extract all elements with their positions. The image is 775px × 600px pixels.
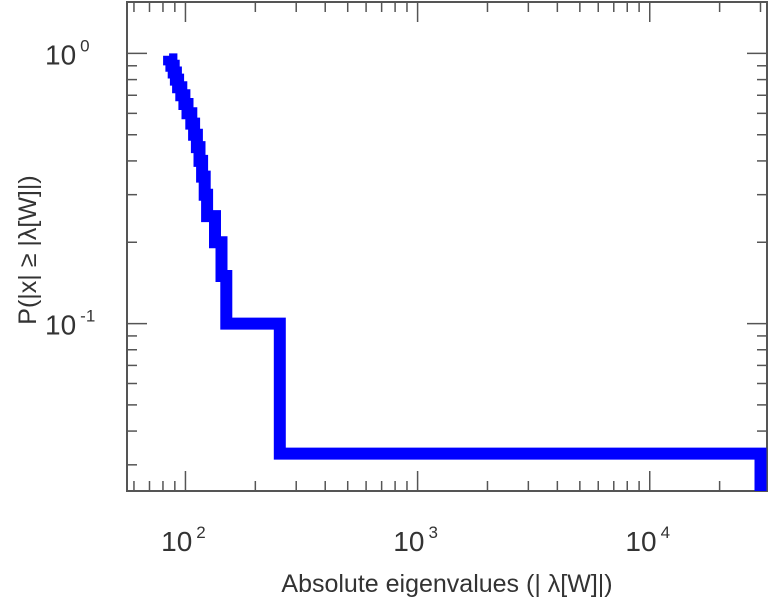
x-tick-label: 10 2	[161, 523, 206, 557]
x-tick-labels: 10 2 10 3 10 4	[161, 523, 670, 557]
y-tick-label: 10 0	[45, 36, 90, 70]
x-axis-title: Absolute eigenvalues (| λ[W]|)	[281, 570, 612, 598]
x-tick-label: 10 4	[625, 523, 670, 557]
plot-frame	[126, 1, 768, 492]
series-line	[163, 53, 767, 491]
y-axis-title: P(|x| ≥ |λ[W]|)	[14, 175, 42, 324]
y-tick-label: 10 -1	[45, 307, 95, 341]
axis-ticks	[127, 2, 767, 491]
x-tick-label: 10 3	[393, 523, 438, 557]
